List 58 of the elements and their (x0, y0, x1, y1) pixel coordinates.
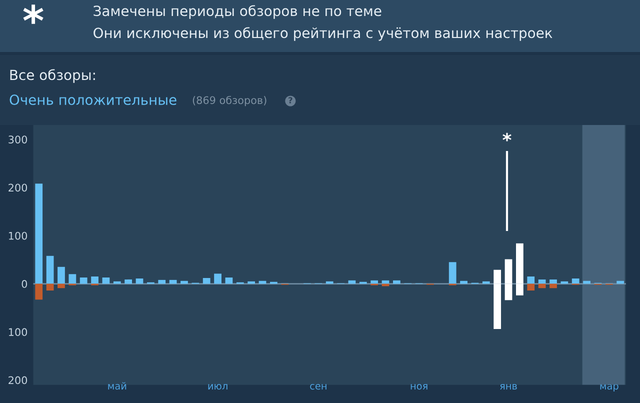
x-tick-label: май (108, 382, 126, 390)
x-tick-label: ноя (410, 384, 428, 390)
bar (180, 280, 188, 284)
bar (68, 274, 76, 284)
bar (248, 281, 256, 284)
bar (550, 279, 557, 284)
bar (527, 276, 535, 284)
bar (616, 280, 624, 284)
bar (482, 281, 490, 284)
bar (382, 280, 390, 284)
bar (326, 281, 334, 284)
bar (538, 279, 546, 284)
bar (258, 280, 266, 284)
bar (35, 184, 43, 284)
bar (169, 280, 177, 284)
bar (527, 284, 535, 291)
bar (460, 280, 468, 284)
bar (348, 280, 356, 284)
bar (202, 278, 210, 284)
bar (46, 256, 54, 284)
bar (550, 284, 557, 288)
bar (58, 284, 65, 288)
text: Очень положительные (10, 94, 176, 106)
bar (393, 280, 400, 284)
bar (46, 284, 54, 291)
bar (80, 278, 88, 284)
text: Все обзоры: (10, 69, 95, 83)
bar (113, 281, 121, 284)
x-tick-label: июл (208, 384, 228, 390)
text: * (23, 4, 44, 24)
text: (869 обзоров) (192, 96, 266, 106)
y-tick-label: 0 (22, 280, 28, 288)
bar (214, 274, 222, 284)
bar (136, 278, 144, 284)
text: ? (288, 97, 292, 104)
bar (225, 278, 233, 284)
y-tick-label: 200 (8, 376, 28, 384)
bar (158, 280, 166, 284)
x-tick-label: сен (310, 384, 326, 390)
bar (370, 280, 378, 284)
chart-title: Замечены периоды обзоров не по теме (94, 5, 382, 19)
y-tick-label: 200 (8, 184, 28, 192)
chart-subtitle: Они исключены из общего рейтинга с учётом ваших настроек (94, 27, 552, 41)
x-tick-label: янв (500, 384, 517, 390)
y-tick-label: 100 (8, 232, 28, 240)
bar (91, 276, 98, 284)
bar (572, 278, 580, 284)
bar (560, 281, 568, 284)
annotation: * (502, 132, 512, 142)
bar (102, 278, 110, 284)
bar (583, 280, 590, 284)
bar (124, 279, 132, 284)
y-tick-label: 300 (8, 136, 28, 144)
bar (58, 266, 65, 284)
x-tick-label: мар (600, 384, 618, 392)
bar (35, 284, 43, 300)
y-tick-label: 100 (8, 328, 28, 336)
bar (448, 262, 456, 284)
